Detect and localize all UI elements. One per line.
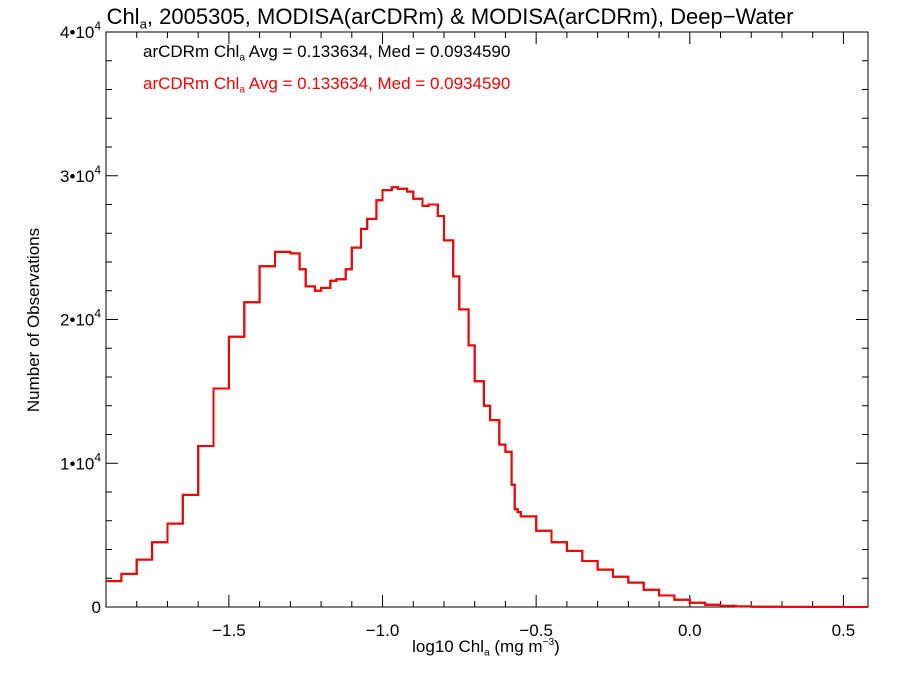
- xlabel-subscript: a: [483, 647, 490, 659]
- y-tick-label-exponent: 4: [94, 19, 101, 33]
- x-tick-label: −1.0: [366, 621, 400, 640]
- title-subscript: a: [139, 16, 147, 32]
- x-tick-label: −0.5: [519, 621, 553, 640]
- xlabel-end: ): [554, 637, 560, 656]
- y-tick-label: 0: [92, 598, 101, 617]
- axis-ticks: [105, 31, 868, 608]
- x-tick-label: −1.5: [212, 621, 246, 640]
- series-line-0: [106, 186, 868, 608]
- title-post: , 2005305, MODISA(arCDRm) & MODISA(arCDR…: [146, 4, 794, 29]
- legend-2-post: Avg = 0.133634, Med = 0.0934590: [245, 74, 511, 93]
- y-tick-label: 2•104: [60, 307, 101, 330]
- legend-entry-black: arCDRm Chla Avg = 0.133634, Med = 0.0934…: [143, 42, 511, 64]
- legend-2-pre: arCDRm Chl: [143, 74, 240, 93]
- legend-1-post: Avg = 0.133634, Med = 0.0934590: [245, 42, 511, 61]
- x-tick-label: 0.0: [678, 621, 702, 640]
- y-tick-label-exponent: 4: [94, 163, 101, 177]
- y-tick-label-base: 0: [92, 598, 101, 617]
- legend-2-subscript: a: [239, 84, 246, 96]
- legend-1-pre: arCDRm Chl: [143, 42, 240, 61]
- x-axis-label: log10 Chla (mg m−3): [0, 636, 900, 659]
- y-tick-label-base: 1•10: [60, 454, 94, 473]
- xlabel-post: (mg m: [489, 637, 543, 656]
- x-tick-label: 0.5: [832, 621, 856, 640]
- y-tick-label: 1•104: [60, 450, 101, 473]
- y-tick-label-exponent: 4: [94, 450, 101, 464]
- xlabel-superscript: −3: [542, 636, 555, 648]
- series-group: [106, 186, 868, 608]
- y-tick-label: 3•104: [60, 163, 101, 186]
- legend-entry-red: arCDRm Chla Avg = 0.133634, Med = 0.0934…: [143, 74, 511, 96]
- y-tick-label-exponent: 4: [94, 307, 101, 321]
- chart-title: Chla, 2005305, MODISA(arCDRm) & MODISA(a…: [0, 4, 900, 32]
- plot-frame: [105, 31, 869, 608]
- y-tick-label-base: 3•10: [60, 167, 94, 186]
- series-line-1: [106, 186, 868, 608]
- xlabel-pre: log10 Chl: [412, 637, 484, 656]
- y-tick-label-base: 2•10: [60, 311, 94, 330]
- title-pre: Chl: [106, 4, 140, 29]
- y-tick-label: 4•104: [60, 19, 101, 42]
- legend-1-subscript: a: [239, 52, 246, 64]
- y-tick-label-base: 4•10: [60, 23, 94, 42]
